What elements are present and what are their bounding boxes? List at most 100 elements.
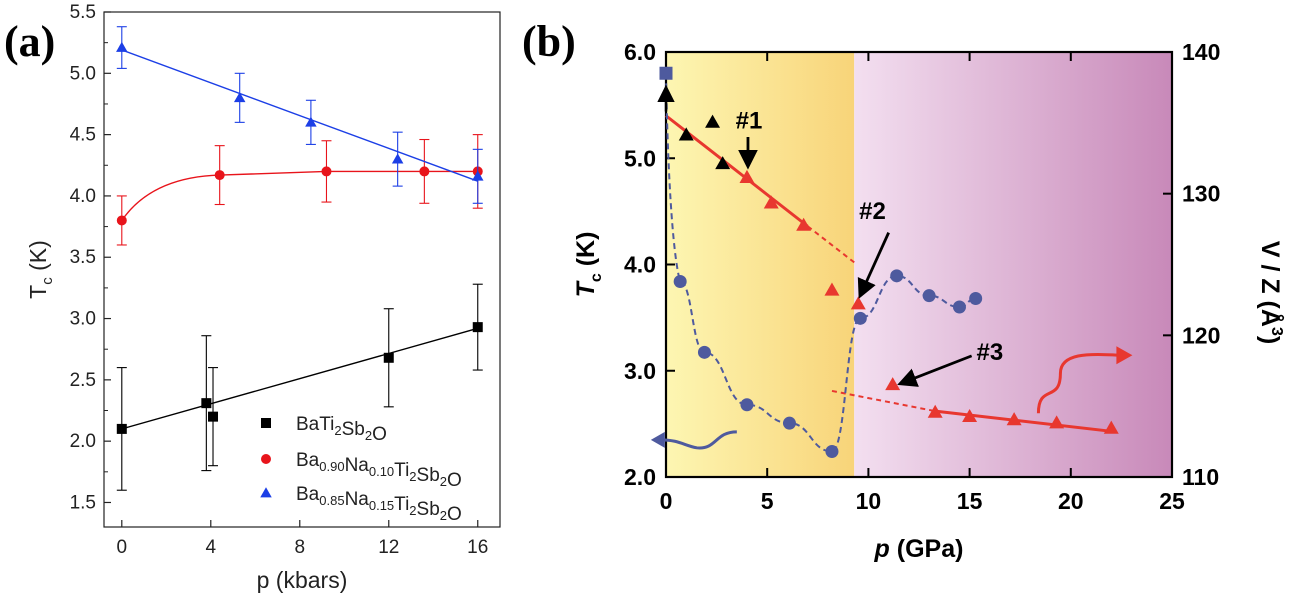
x-tick-label-a: 12 [378, 537, 399, 558]
y-tick-label-a: 5.0 [70, 63, 96, 84]
x-tick-label-a: 4 [205, 537, 216, 558]
tc-data-point [885, 377, 901, 391]
y-left-axis-label-b: Tc (K) [572, 232, 605, 298]
volume-data-point [782, 416, 796, 430]
data-point-a [305, 116, 317, 127]
y-tick-label-a: 2.5 [70, 370, 96, 391]
annotation-arrow [897, 354, 973, 387]
tc-data-point [659, 66, 673, 80]
volume-data-point [740, 398, 754, 412]
annotation-arrow [857, 232, 890, 299]
y-tick-label-a: 3.0 [70, 309, 96, 330]
data-point-a [391, 153, 404, 164]
legend-label-a: BaTi2Sb2O [296, 414, 387, 445]
panel-label-b: (b) [522, 17, 576, 66]
y-right-tick-label-b: 130 [1182, 181, 1220, 207]
left-axis-indicator-arrowhead [650, 431, 665, 448]
volume-data-point [673, 275, 687, 288]
tc-fit-line [935, 409, 1112, 433]
tc-data-point [1006, 412, 1022, 426]
volume-data-point [922, 289, 936, 303]
tc-data-point [705, 114, 721, 128]
data-point-a [472, 322, 483, 333]
data-point-a [208, 411, 219, 422]
y-right-tick-label-b: 140 [1182, 39, 1220, 65]
chart-panel-a: 0 4 8 12 16 1.5 2.0 2.5 3.0 3.5 4.0 4.5 5.0 5.5 p (kba… [25, 2, 501, 593]
x-axis-label-b: p (GPa) [874, 535, 964, 563]
volume-data-point [697, 345, 711, 359]
y-axis-label-a: Tc (K) [25, 240, 56, 299]
x-tick-label-b: 0 [660, 488, 673, 514]
data-point-a [116, 423, 127, 434]
y-left-tick-label-b: 3.0 [624, 358, 656, 384]
y-tick-label-a: 3.5 [70, 247, 96, 268]
y-right-axis-label-b: V / Z (Å3) [1256, 241, 1285, 344]
x-tick-label-b: 25 [1159, 488, 1185, 514]
tc-data-point [678, 127, 694, 141]
data-point-a [472, 170, 484, 181]
legend-label-a: Ba0.85Na0.15Ti2Sb2O [296, 484, 462, 525]
tc-data-point [824, 282, 840, 296]
low-pressure-phase-region [666, 52, 855, 477]
tc-data-point [1103, 420, 1119, 434]
x-tick-label-a: 8 [294, 537, 305, 558]
x-tick-label-a: 16 [467, 537, 488, 558]
x-tick-label-b: 15 [957, 488, 983, 514]
y-right-tick-label-b: 120 [1182, 322, 1220, 348]
data-point-a [201, 398, 212, 409]
data-point-a [116, 215, 127, 226]
panel-label-a: (a) [4, 17, 55, 66]
volume-data-point [853, 311, 867, 325]
tc-data-point [962, 408, 978, 423]
plot-frame-a [103, 11, 501, 528]
tc-data-point [850, 296, 866, 310]
volume-data-point [969, 292, 983, 305]
legend-marker-a [260, 487, 272, 498]
legend-marker-a [261, 454, 271, 464]
y-left-tick-label-b: 5.0 [624, 145, 656, 171]
fit-line-a [121, 49, 478, 182]
annotation-label: #1 [736, 108, 763, 135]
tc-extrapolation-line [807, 225, 855, 264]
x-tick-label-b: 10 [856, 488, 882, 514]
volume-data-point [890, 269, 904, 283]
tc-data-point [1049, 415, 1065, 429]
right-axis-indicator-arrowhead [1116, 346, 1133, 365]
right-axis-indicator-icon [1036, 352, 1119, 414]
left-axis-indicator-icon [660, 430, 737, 450]
y-tick-label-a: 5.5 [70, 2, 96, 23]
x-tick-label-b: 5 [761, 488, 774, 514]
tc-data-point [927, 404, 943, 418]
x-tick-label-b: 20 [1058, 488, 1084, 514]
y-left-tick-label-b: 4.0 [624, 252, 656, 278]
tc-data-point [739, 169, 755, 183]
x-tick-label-a: 0 [117, 537, 128, 558]
chart-panel-b: 0 5 10 15 20 25 2.0 3.0 4.0 5.0 6.0 110 120 130 140 p (… [572, 39, 1285, 563]
legend-marker-a [261, 418, 271, 428]
tc-data-point [796, 217, 812, 231]
data-point-a [116, 41, 128, 52]
high-pressure-phase-region [854, 52, 1172, 477]
y-tick-label-a: 4.0 [70, 186, 96, 207]
y-tick-label-a: 4.5 [70, 125, 96, 146]
tc-data-point [763, 195, 779, 209]
legend-label-a: Ba0.90Na0.10Ti2Sb2O [296, 450, 462, 491]
data-point-a [383, 352, 394, 363]
y-tick-label-a: 1.5 [70, 492, 96, 513]
x-axis-label-a: p (kbars) [257, 567, 348, 593]
tc-data-point [715, 156, 731, 170]
y-left-tick-label-b: 2.0 [624, 464, 656, 490]
y-right-tick-label-b: 110 [1182, 464, 1219, 490]
data-point-a [233, 92, 246, 103]
annotation-label: #2 [859, 198, 886, 225]
data-point-a [419, 166, 430, 177]
y-tick-label-a: 2.0 [70, 431, 96, 452]
fit-line-a [121, 327, 478, 430]
annotation-label: #3 [976, 339, 1003, 366]
data-point-a [321, 166, 332, 177]
trend-line-a [121, 170, 478, 221]
volume-data-point [952, 300, 966, 314]
volume-data-point [825, 445, 839, 458]
y-left-tick-label-b: 6.0 [624, 39, 656, 65]
